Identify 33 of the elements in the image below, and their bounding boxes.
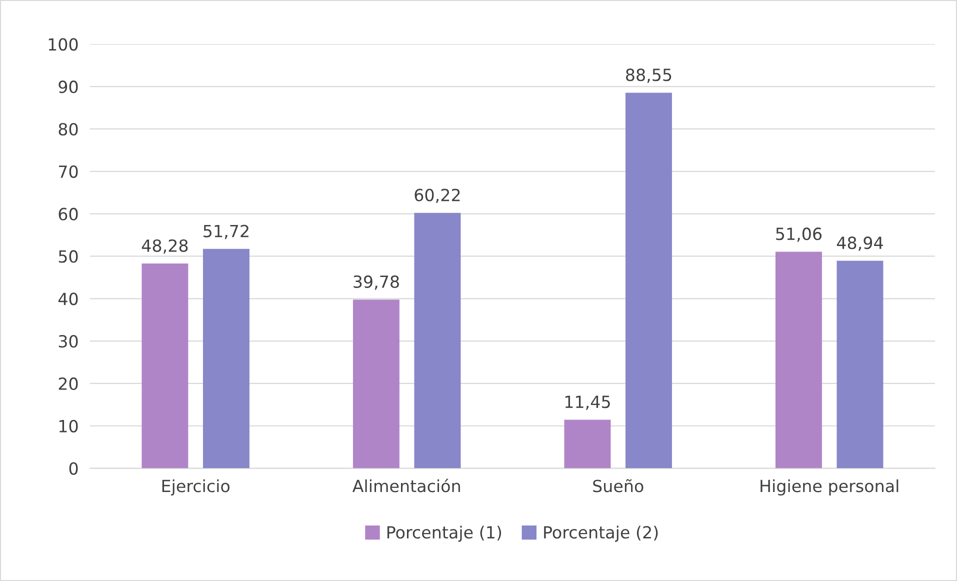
x-tick-label: Higiene personal: [760, 479, 898, 496]
y-tick-label: 100: [48, 38, 78, 51]
data-label: 51,06: [776, 228, 822, 242]
data-label: 11,45: [565, 396, 610, 410]
data-label: 60,22: [414, 188, 460, 204]
legend-label: Porcentaje (2): [544, 526, 658, 542]
y-tick-label: 0: [69, 462, 78, 475]
bar: [414, 212, 461, 468]
data-label: 51,72: [204, 224, 248, 240]
bar: [775, 252, 822, 468]
data-label: 48,94: [836, 236, 883, 251]
bar: [202, 248, 250, 468]
y-tick-label: 30: [58, 335, 78, 348]
y-tick-label: 90: [58, 80, 78, 94]
x-tick-label: Ejercicio: [162, 479, 230, 496]
legend-label: Porcentaje (1): [387, 526, 502, 542]
y-tick-label: 50: [58, 250, 78, 263]
bar: [625, 92, 672, 468]
y-tick-label: 70: [59, 165, 78, 178]
data-label: 88,55: [626, 68, 672, 83]
data-label: 48,28: [142, 239, 188, 254]
y-tick-label: 20: [58, 377, 78, 390]
bar: [836, 260, 884, 468]
x-tick-label: Sueño: [593, 479, 644, 492]
y-tick-label: 80: [58, 122, 78, 136]
bar: [352, 300, 400, 468]
data-label: 39,78: [354, 275, 399, 290]
x-tick-label: Alimentación: [352, 478, 460, 492]
bar: [142, 264, 188, 468]
bar: [564, 420, 611, 468]
y-tick-label: 10: [59, 420, 78, 432]
y-tick-label: 60: [58, 208, 78, 220]
y-tick-label: 40: [58, 292, 78, 306]
